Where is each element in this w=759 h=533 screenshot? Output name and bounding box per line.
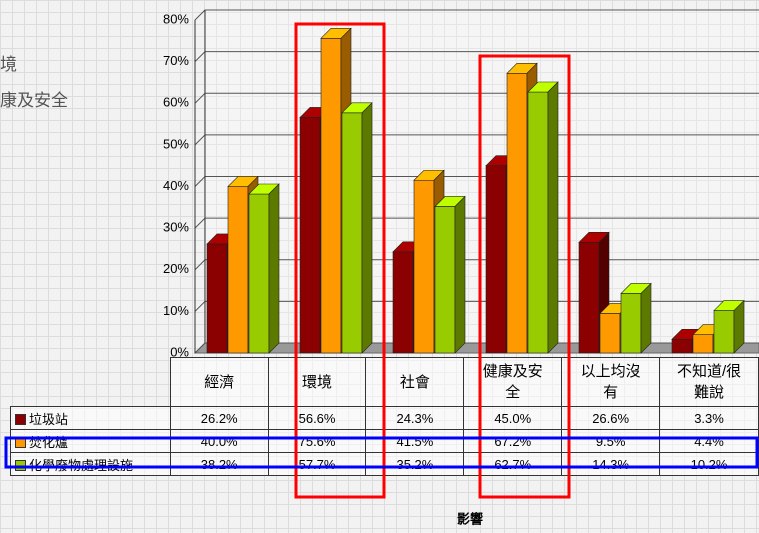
bar-front: [227, 186, 249, 354]
bar-front: [599, 313, 621, 354]
y-tick-label: 40%: [163, 178, 189, 193]
bar: [620, 282, 652, 354]
legend-key: [15, 459, 26, 471]
legend-entry: 化學廢物處理設施: [10, 452, 171, 476]
y-tick-label: 20%: [163, 261, 189, 276]
bar-side: [733, 299, 745, 354]
value-label: 67.2%: [463, 429, 563, 453]
y-tick-label: 60%: [163, 95, 189, 110]
x-tick-label: 環境: [267, 357, 367, 407]
bar-side: [547, 81, 559, 354]
value-label: 26.2%: [169, 406, 269, 430]
legend-label: 化學廢物處理設施: [29, 457, 134, 473]
legend-entry: 垃圾站: [10, 406, 171, 430]
bar-front: [320, 38, 342, 354]
bar-front: [713, 310, 735, 354]
bar-front: [620, 293, 642, 354]
y-tick-label: 30%: [163, 220, 189, 235]
value-label: 56.6%: [267, 406, 367, 430]
data-table: 經濟 環境 社會 健康及安全 以上均沒有 不知道/很難說垃圾站 26.2% 56.6% 24.3…: [10, 357, 759, 476]
bar-front: [341, 112, 363, 354]
bar-front: [692, 334, 714, 354]
bar-front: [206, 243, 228, 354]
bar-front: [578, 241, 600, 354]
x-axis-title: 影響: [457, 511, 483, 526]
x-tick-label: 不知道/很難說: [659, 357, 759, 407]
value-label: 35.2%: [365, 452, 465, 476]
value-label: 26.6%: [561, 406, 661, 430]
value-label: 14.3%: [561, 452, 661, 476]
x-tick-label: 以上均沒有: [561, 357, 661, 407]
bar-front: [392, 251, 414, 354]
bar-front: [413, 179, 435, 354]
legend-key: [15, 436, 26, 448]
bar-side: [268, 183, 280, 354]
legend-label: 垃圾站: [29, 411, 69, 427]
value-label: 57.7%: [267, 452, 367, 476]
x-tick-label: 健康及安全: [463, 357, 563, 407]
bar-side: [454, 195, 466, 354]
y-tick-label: 80%: [163, 11, 189, 26]
bar: [713, 299, 745, 354]
value-label: 45.0%: [463, 406, 563, 430]
bar: [527, 81, 559, 354]
bar-front: [506, 72, 528, 354]
value-label: 38.2%: [169, 452, 269, 476]
legend-label: 焚化爐: [29, 434, 69, 450]
table-header: 經濟 環境 社會 健康及安全 以上均沒有 不知道/很難說: [11, 357, 759, 407]
annotation: 境: [0, 55, 17, 75]
value-label: 24.3%: [365, 406, 465, 430]
bar: [248, 183, 280, 354]
value-label: 9.5%: [561, 429, 661, 453]
bar: [434, 195, 466, 354]
bar-front: [671, 338, 693, 354]
table-row: 焚化爐 40.0% 75.6% 41.5% 67.2% 9.5% 4.4%: [10, 429, 759, 453]
bar-side: [361, 102, 373, 354]
x-tick-label: 經濟: [169, 357, 269, 407]
y-tick-label: 70%: [163, 53, 189, 68]
value-label: 62.7%: [463, 452, 563, 476]
annotation: 康及安全: [0, 91, 68, 111]
x-tick-label: 社會: [365, 357, 465, 407]
bar: [341, 102, 373, 354]
y-tick-label: 0%: [170, 344, 189, 359]
table-corner: [11, 358, 171, 407]
value-label: 3.3%: [659, 406, 759, 430]
y-tick-label: 10%: [163, 303, 189, 318]
table-row: 化學廢物處理設施 38.2% 57.7% 35.2% 62.7% 14.3% 10.2%: [10, 452, 759, 476]
bar-front: [485, 165, 507, 354]
legend-entry: 焚化爐: [10, 429, 171, 453]
table-row: 垃圾站 26.2% 56.6% 24.3% 45.0% 26.6% 3.3%: [10, 406, 759, 430]
y-tick-label: 50%: [163, 136, 189, 151]
bar-front: [248, 193, 270, 354]
legend-key: [15, 413, 26, 425]
bar-front: [434, 206, 456, 354]
value-label: 4.4%: [659, 429, 759, 453]
value-label: 75.6%: [267, 429, 367, 453]
value-label: 10.2%: [659, 452, 759, 476]
bar-side: [640, 282, 652, 354]
bar-front: [527, 91, 549, 354]
bar-front: [299, 117, 321, 354]
value-label: 41.5%: [365, 429, 465, 453]
value-label: 40.0%: [169, 429, 269, 453]
